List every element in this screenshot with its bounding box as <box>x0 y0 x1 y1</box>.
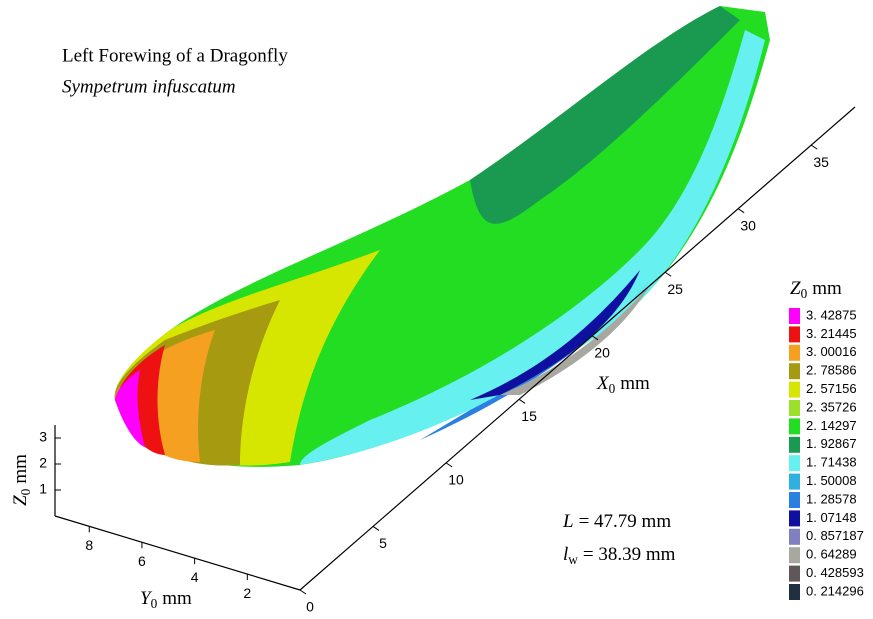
x-tick-label: 0 <box>306 599 314 615</box>
legend-swatch <box>789 308 800 324</box>
legend-swatch <box>789 547 800 563</box>
legend-swatch <box>789 400 800 416</box>
legend-title-sub: 0 <box>801 286 808 301</box>
x-tick <box>519 399 525 403</box>
z-axis-label-sub: 0 <box>18 488 33 495</box>
annotation-rest: = 38.39 mm <box>583 544 676 565</box>
legend-swatch <box>789 529 800 545</box>
x-tick <box>811 145 817 149</box>
legend-label: 2. 14297 <box>806 418 857 433</box>
x-tick-label: 35 <box>813 154 829 170</box>
annotation-sub: w <box>568 552 578 567</box>
y-axis-label-rest: mm <box>162 588 192 609</box>
legend-swatch <box>789 584 800 600</box>
legend-label: 3. 42875 <box>806 307 857 322</box>
legend-swatch <box>789 418 800 434</box>
legend-label: 2. 78586 <box>806 363 857 378</box>
x-axis-label-rest: mm <box>620 373 650 394</box>
legend-label: 0. 428593 <box>806 565 864 580</box>
legend-swatch <box>789 345 800 361</box>
y-tick-label: 6 <box>138 553 146 569</box>
legend-label: 1. 07148 <box>806 510 857 525</box>
legend-swatch <box>789 437 800 453</box>
z-tick-label: 1 <box>39 481 47 497</box>
legend-swatch <box>789 326 800 342</box>
legend-swatch <box>789 382 800 398</box>
x-tick-label: 20 <box>594 344 610 360</box>
x-tick <box>738 209 744 213</box>
legend-title-var: Z <box>790 278 801 299</box>
legend-swatch <box>789 510 800 526</box>
x-tick-label: 5 <box>379 535 387 551</box>
wing-surface <box>115 6 770 467</box>
z-tick-label: 3 <box>39 429 47 445</box>
x-tick <box>446 463 452 467</box>
legend-label: 0. 64289 <box>806 547 857 562</box>
legend-label: 1. 28578 <box>806 491 857 506</box>
legend-swatch <box>789 566 800 582</box>
annotation-var: L <box>562 511 574 532</box>
x-tick <box>665 272 671 276</box>
y-tick-label: 8 <box>85 537 93 553</box>
legend-label: 0. 214296 <box>806 583 864 598</box>
legend-label: 2. 35726 <box>806 399 857 414</box>
y-axis-label-sub: 0 <box>151 596 158 611</box>
legend-label: 1. 92867 <box>806 436 857 451</box>
legend-label: 2. 57156 <box>806 381 857 396</box>
legend-title-rest: mm <box>812 278 842 299</box>
annotation-rest: = 47.79 mm <box>579 511 672 532</box>
z-axis-label-rest: mm <box>10 454 31 484</box>
x-axis-label-sub: 0 <box>609 381 616 396</box>
legend-title: Z0 mm <box>790 278 842 301</box>
legend-label: 3. 00016 <box>806 344 857 359</box>
chart-title: Left Forewing of a Dragonfly <box>62 45 288 66</box>
legend-swatch <box>789 474 800 490</box>
x-tick <box>300 590 306 594</box>
legend-label: 0. 857187 <box>806 528 864 543</box>
x-tick-label: 30 <box>740 217 756 233</box>
y-tick-label: 4 <box>191 569 199 585</box>
z-axis-label-var: Z <box>10 495 31 506</box>
legend-label: 3. 21445 <box>806 326 857 341</box>
legend-swatch <box>789 455 800 471</box>
x-tick <box>373 526 379 530</box>
z-axis-label: Z0 mm <box>10 454 33 506</box>
chart: Left Forewing of a Dragonfly Sympetrum i… <box>0 0 873 619</box>
y-tick-label: 2 <box>243 585 251 601</box>
legend-swatch <box>789 363 800 379</box>
annotation: lw= 38.39 mm <box>563 544 676 567</box>
legend-label: 1. 50008 <box>806 473 857 488</box>
x-tick-label: 15 <box>521 408 537 424</box>
legend-swatch <box>789 492 800 508</box>
x-tick-label: 10 <box>448 472 464 488</box>
chart-subtitle: Sympetrum infuscatum <box>62 76 236 97</box>
annotation: L= 47.79 mm <box>562 511 671 532</box>
legend-label: 1. 71438 <box>806 455 857 470</box>
z-tick-label: 2 <box>39 455 47 471</box>
x-tick-label: 25 <box>667 281 683 297</box>
